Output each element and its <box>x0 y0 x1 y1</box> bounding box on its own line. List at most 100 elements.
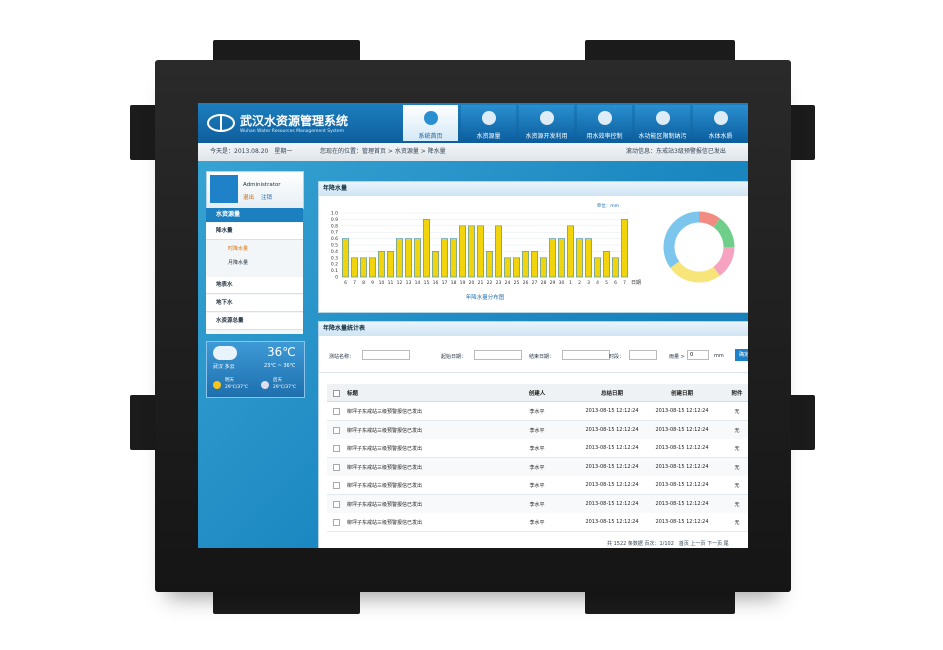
nav-tab[interactable]: 系统首页 <box>403 105 458 141</box>
filter-label: 起始日期： <box>441 354 467 360</box>
y-tick-label: 0.8 <box>331 223 338 229</box>
table-cell: 2013-08-15 12:12:24 <box>655 408 709 414</box>
x-tick-label: 27 <box>532 280 538 286</box>
bar <box>423 219 430 278</box>
rain-label: 雨量 > = <box>669 354 691 360</box>
x-tick-label: 7 <box>623 280 626 286</box>
bar <box>441 238 448 278</box>
y-tick-label: 0.1 <box>331 268 338 274</box>
nav-tab[interactable]: 水资源量 <box>461 105 516 141</box>
checkbox[interactable] <box>333 426 340 434</box>
filter-input[interactable] <box>474 350 522 360</box>
table-cell: 2013-08-15 12:12:24 <box>655 426 709 433</box>
checkbox[interactable] <box>333 463 340 471</box>
forecast-icon <box>213 381 221 389</box>
panel-title: 年降水量统计表 <box>319 322 748 336</box>
x-tick-label: 28 <box>541 280 547 286</box>
donut-segment <box>698 211 720 228</box>
checkbox[interactable] <box>333 519 340 526</box>
breadcrumb: 您现在的位置：管理首页 > 水资源量 > 降水量 <box>320 148 446 155</box>
bar <box>603 251 610 278</box>
table-row <box>327 513 748 532</box>
checkbox[interactable] <box>333 482 340 489</box>
forecast-temp: 29℃/37℃ <box>273 385 297 390</box>
menu-item[interactable]: 地下水 <box>206 295 303 312</box>
menu-item[interactable]: 水资源总量 <box>206 313 303 330</box>
x-tick-label: 21 <box>478 280 484 286</box>
header: 武汉水资源管理系统 Wuhan Water Resources Manageme… <box>198 103 748 143</box>
bar <box>387 251 394 278</box>
bar <box>504 257 511 278</box>
x-tick-label: 6 <box>344 280 347 286</box>
filter-input[interactable] <box>562 350 610 360</box>
news: 滚动信息：东戒站3级预警报信已发出 <box>626 148 726 155</box>
nav-tab[interactable]: 水功能区限制纳污 <box>635 105 690 141</box>
bar <box>405 238 412 278</box>
x-tick-label: 16 <box>433 280 439 286</box>
bar <box>495 225 502 278</box>
y-tick-label: 0.5 <box>331 243 338 249</box>
donut-segment <box>663 211 700 268</box>
bar <box>585 238 592 278</box>
bar <box>459 225 466 278</box>
table-cell: 无 <box>734 520 740 526</box>
table-cell: 李水平 <box>529 427 545 434</box>
weather-range: 23℃ ~ 36℃ <box>264 363 296 369</box>
x-tick-label: 20 <box>469 280 475 286</box>
status-bar: 今天是：2013.08.20 星期一 您现在的位置：管理首页 > 水资源量 > … <box>198 143 748 161</box>
rain-input[interactable]: 0 <box>687 350 709 360</box>
x-tick-label: 25 <box>514 280 520 286</box>
column-header: 附件 <box>731 391 743 397</box>
checkbox[interactable] <box>333 445 340 452</box>
x-tick-label: 17 <box>442 280 448 286</box>
forecast-icon <box>261 381 269 389</box>
x-tick-label: 7 <box>353 280 356 286</box>
checkbox[interactable] <box>333 500 340 508</box>
menu-title[interactable]: 水资源量 <box>206 208 303 222</box>
nav-tab[interactable]: 水资源开发利用 <box>519 105 574 141</box>
table-cell: 柳坪子东戒站三级预警报信已发出 <box>347 427 423 434</box>
table-cell: 柳坪子东戒站三级预警报信已发出 <box>347 446 423 452</box>
x-tick-label: 10 <box>379 280 385 286</box>
table-cell: 柳坪子东戒站三级预警报信已发出 <box>347 464 423 471</box>
table-cell: 2013-08-15 12:12:24 <box>585 426 639 433</box>
filter-input[interactable] <box>362 350 410 360</box>
nav-tab[interactable]: 水体水质 <box>693 105 748 141</box>
menu-item[interactable]: 地表水 <box>206 277 303 294</box>
table-cell: 2013-08-15 12:12:24 <box>585 445 639 451</box>
unit: 单位：mm <box>597 202 619 209</box>
forecast-day: 明天 <box>225 378 234 383</box>
bar <box>486 251 493 278</box>
x-tick-label: 2 <box>578 280 581 286</box>
y-tick-label: 1.0 <box>331 211 338 217</box>
panel-title: 年降水量 <box>319 182 748 196</box>
y-tick-label: 0.2 <box>331 262 338 268</box>
app-title: 武汉水资源管理系统 <box>240 114 349 128</box>
logo <box>207 114 235 132</box>
submenu-item[interactable]: 月降水量 <box>228 260 249 266</box>
donut-segment <box>713 218 735 248</box>
bar <box>621 219 628 278</box>
column-header: 总结日期 <box>600 391 623 397</box>
y-tick-label: 0.9 <box>331 217 338 223</box>
header-row <box>327 384 748 402</box>
cancel[interactable]: 注销 <box>261 195 273 201</box>
checkbox[interactable] <box>333 390 340 397</box>
logout[interactable]: 退出 <box>243 195 255 201</box>
nav-tab[interactable]: 用水效率控制 <box>577 105 632 141</box>
bar <box>432 251 439 278</box>
menu-item[interactable]: 降水量 <box>206 223 303 240</box>
column-header: 创建日期 <box>670 391 693 397</box>
divider <box>319 372 748 373</box>
user-box: Administrator 退出 注销 <box>206 171 304 209</box>
x-tick-label: 23 <box>496 280 502 286</box>
checkbox[interactable] <box>333 408 340 415</box>
table-cell: 李水平 <box>529 464 545 471</box>
search-button[interactable]: 确定 <box>735 349 748 361</box>
app-subtitle: Wuhan Water Resources Management System <box>240 129 345 134</box>
submenu-item[interactable]: 时降水量 <box>228 246 249 252</box>
bar <box>540 257 547 278</box>
filter-input[interactable] <box>629 350 657 360</box>
